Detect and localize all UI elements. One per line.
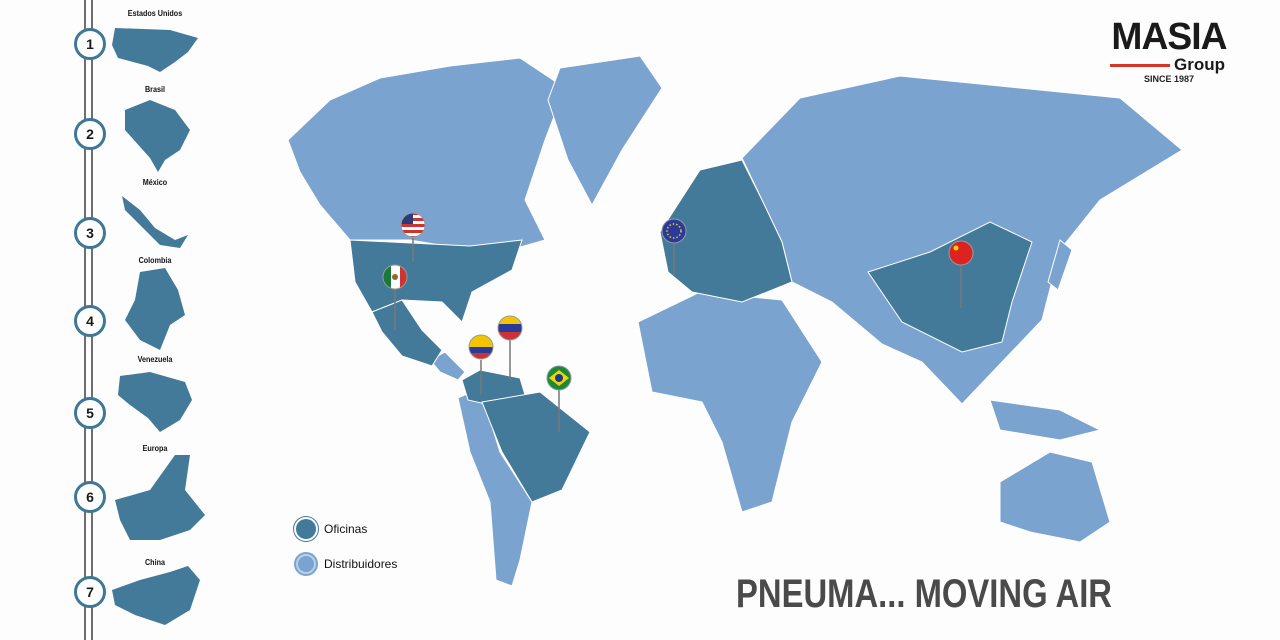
brazil-shape — [125, 100, 190, 172]
canada-region — [287, 57, 566, 251]
step-6-badge: 6 — [74, 481, 106, 513]
sidebar-label-colombia: Colombia — [138, 256, 172, 265]
logo-red-bar — [1110, 63, 1170, 67]
step-1-badge: 1 — [74, 28, 106, 60]
legend-distributor: Distribuidores — [296, 554, 397, 574]
sidebar-label-usa: Estados Unidos — [127, 9, 183, 18]
mexico-shape — [122, 196, 188, 248]
step-4-badge: 4 — [74, 305, 106, 337]
africa — [637, 291, 823, 513]
step-7-badge: 7 — [74, 576, 106, 608]
china-shape — [112, 566, 200, 625]
sidebar-label-venezuela: Venezuela — [137, 355, 173, 364]
mexico-flag-pin[interactable] — [382, 264, 409, 290]
sidebar-label-mexico: México — [142, 178, 168, 187]
office-swatch-icon — [296, 519, 316, 539]
colombia-flag-pin[interactable] — [468, 334, 494, 360]
australia — [999, 451, 1111, 543]
brazil-flag-pin[interactable] — [546, 365, 572, 391]
step-3-badge: 3 — [74, 217, 106, 249]
logo-name: MASIA — [1111, 16, 1227, 58]
usa-flag-pin[interactable] — [400, 212, 426, 239]
sidebar-country-shapes — [112, 28, 205, 625]
greenland — [547, 55, 663, 207]
masia-logo: MASIA Group SINCE 1987 — [1110, 18, 1250, 84]
china-flag-pin[interactable] — [948, 240, 974, 266]
europe-shape — [115, 455, 205, 540]
eu-flag-pin[interactable] — [661, 218, 687, 244]
mexico-region — [371, 299, 443, 367]
legend-office-label: Oficinas — [324, 522, 368, 536]
southeast-asia-islands — [989, 399, 1102, 441]
distributor-swatch-icon — [296, 554, 316, 574]
sidebar-label-china: China — [144, 558, 165, 567]
slogan: PNEUMA... MOVING AIR — [736, 572, 1113, 616]
step-5-badge: 5 — [74, 397, 106, 429]
logo-since: SINCE 1987 — [1144, 74, 1195, 84]
venezuela-flag-pin[interactable] — [497, 315, 523, 341]
usa-region — [349, 239, 523, 323]
step-2-badge: 2 — [74, 118, 106, 150]
venezuela-shape — [118, 372, 192, 432]
central-america — [429, 351, 466, 381]
sidebar-label-europa: Europa — [142, 444, 168, 453]
china-region — [867, 221, 1033, 353]
legend-distributor-label: Distribuidores — [324, 557, 398, 571]
japan — [1047, 239, 1073, 291]
logo-sub: Group — [1174, 55, 1225, 74]
sidebar-label-brasil: Brasil — [144, 85, 165, 94]
legend-office: Oficinas — [296, 519, 367, 539]
usa-shape — [112, 28, 198, 72]
brazil-region — [481, 391, 591, 503]
europe-region — [659, 159, 793, 303]
colombia-shape — [125, 268, 185, 350]
